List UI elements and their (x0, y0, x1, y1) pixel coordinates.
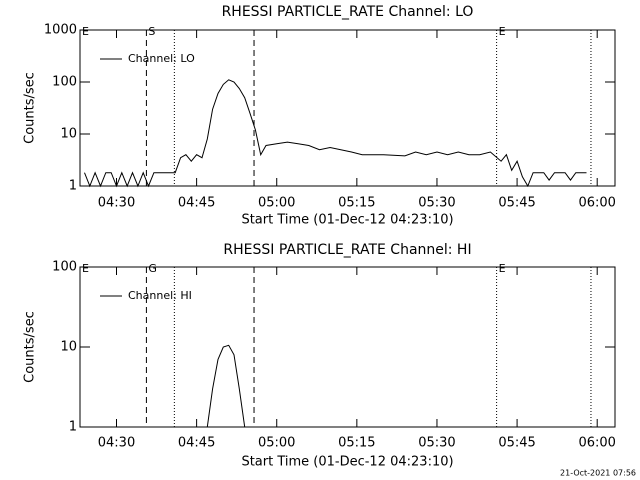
x-tick-label: 04:30 (98, 436, 135, 451)
x-tick-label: 06:00 (578, 196, 615, 211)
x-tick-label: 04:30 (98, 196, 135, 211)
y-axis-label: Counts/sec (23, 311, 38, 383)
y-tick-label: 10 (60, 127, 77, 142)
x-tick-label: 06:00 (578, 436, 615, 451)
x-axis-label: Start Time (01-Dec-12 04:23:10) (241, 455, 453, 470)
chart-title: RHESSI PARTICLE_RATE Channel: LO (222, 4, 474, 20)
flag-label: S (148, 25, 155, 38)
timestamp: 21-Oct-2021 07:56 (560, 469, 636, 478)
x-tick-label: 05:00 (258, 196, 295, 211)
x-tick-label: 04:45 (178, 196, 215, 211)
x-tick-label: 04:45 (178, 436, 215, 451)
x-tick-label: 05:45 (498, 436, 535, 451)
flag-label: G (148, 262, 157, 275)
x-tick-label: 05:45 (498, 196, 535, 211)
y-axis-label: Counts/sec (23, 72, 38, 144)
legend-label: Channel: HI (128, 289, 192, 302)
x-tick-label: 05:00 (258, 436, 295, 451)
y-tick-label: 1000 (44, 23, 77, 38)
y-tick-label: 100 (52, 260, 77, 275)
x-tick-label: 05:30 (418, 196, 455, 211)
legend-label: Channel: LO (128, 52, 195, 65)
data-line (84, 79, 587, 188)
y-tick-label: 1 (69, 179, 77, 194)
x-tick-label: 05:15 (338, 436, 375, 451)
y-tick-label: 100 (52, 75, 77, 90)
x-tick-label: 05:30 (418, 436, 455, 451)
flag-label: E (82, 25, 89, 38)
y-tick-label: 10 (60, 340, 77, 355)
x-axis-label: Start Time (01-Dec-12 04:23:10) (241, 213, 453, 228)
chart-title: RHESSI PARTICLE_RATE Channel: HI (223, 242, 471, 258)
flag-label: E (499, 25, 506, 38)
flag-label: E (82, 262, 89, 275)
y-tick-label: 1 (69, 420, 77, 435)
flag-label: E (499, 262, 506, 275)
x-tick-label: 05:15 (338, 196, 375, 211)
plot-frame (79, 29, 616, 187)
data-line (206, 344, 246, 428)
